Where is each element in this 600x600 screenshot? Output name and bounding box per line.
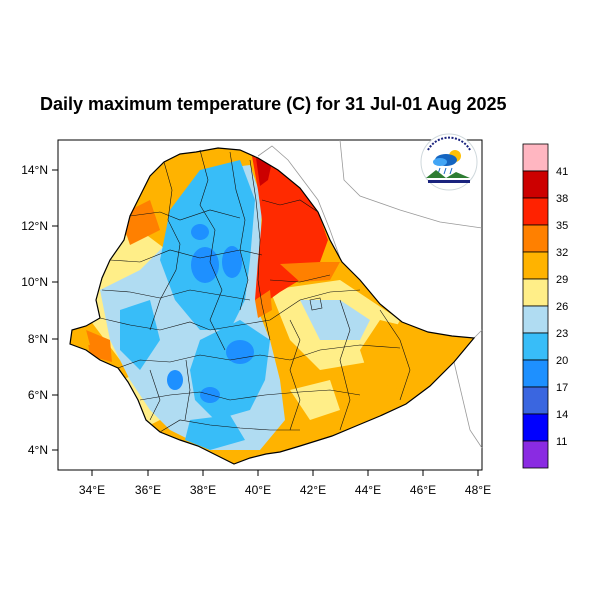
country-outline [69,147,476,465]
map-title: Daily maximum temperature (C) for 31 Jul… [40,94,507,114]
colorbar-swatch [522,305,549,334]
colorbar-label: 14 [556,409,568,421]
lon-tick-label: 38°E [190,483,216,497]
lat-tick-labels: 14°N 12°N 10°N 8°N 6°N 4°N [21,163,48,457]
colorbar-swatch [522,224,549,253]
colorbar-label: 32 [556,247,568,259]
colorbar-swatch [522,278,549,307]
colorbar-label: 38 [556,193,568,205]
colorbar-label: 20 [556,355,568,367]
lat-tick-label: 6°N [28,388,48,402]
lon-tick-labels: 34°E 36°E 38°E 40°E 42°E 44°E 46°E 48°E [79,483,491,497]
colorbar-swatch [522,413,549,442]
colorbar-label: 35 [556,220,568,232]
colorbar: 41 38 35 32 29 26 23 20 17 14 11 [522,143,568,469]
lon-tick-label: 42°E [300,483,326,497]
colorbar-label: 41 [556,166,568,178]
axis-ticks [52,169,479,476]
colorbar-swatch [522,440,549,469]
colorbar-swatch [522,359,549,388]
lat-tick-label: 10°N [21,275,48,289]
colorbar-swatch [522,332,549,361]
lon-tick-label: 46°E [410,483,436,497]
cloud-sun-logo-icon [420,133,478,191]
lat-tick-label: 12°N [21,219,48,233]
colorbar-swatch [522,143,549,172]
lat-tick-label: 14°N [21,163,48,177]
colorbar-label: 11 [556,436,567,448]
neighbor-borders [257,139,483,449]
lon-tick-label: 44°E [355,483,381,497]
admin-boundaries [99,149,411,433]
lat-tick-label: 4°N [28,443,48,457]
colorbar-label: 17 [556,382,568,394]
colorbar-swatch [522,170,549,199]
colorbar-swatch [522,251,549,280]
colorbar-label: 23 [556,328,568,340]
colorbar-label: 26 [556,301,568,313]
lon-tick-label: 40°E [245,483,271,497]
lon-tick-label: 48°E [465,483,491,497]
colorbar-swatch [522,386,549,415]
lon-tick-label: 34°E [79,483,105,497]
lat-tick-label: 8°N [28,332,48,346]
lon-tick-label: 36°E [135,483,161,497]
colorbar-swatch [522,197,549,226]
colorbar-label: 29 [556,274,568,286]
